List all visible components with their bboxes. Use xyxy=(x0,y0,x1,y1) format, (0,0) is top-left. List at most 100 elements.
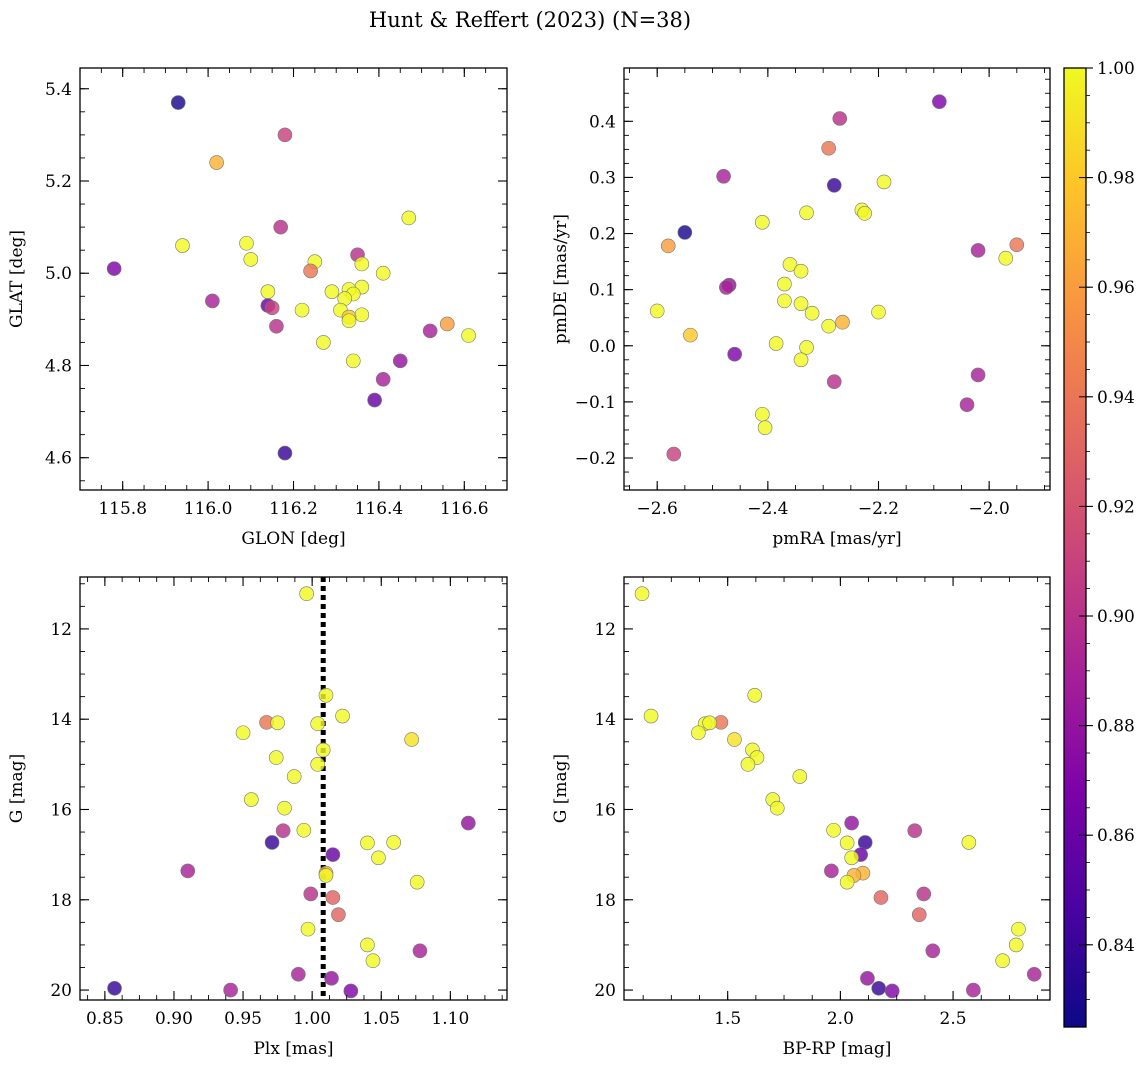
scatter-point xyxy=(318,868,334,883)
scatter-point xyxy=(716,169,731,184)
colorbar-tick-label: 0.92 xyxy=(1097,497,1135,517)
scatter-point xyxy=(439,316,455,332)
panel-bprp-g: 1.5 2.0 2.5 12 14 16 18 20 BP-RP [mag] G [mag] xyxy=(551,576,1051,1059)
scatter-point xyxy=(966,982,981,998)
scatter-point xyxy=(243,252,259,267)
scatter-point xyxy=(175,238,190,253)
scatter-point xyxy=(702,715,717,731)
scatter-point xyxy=(727,732,742,747)
scatter-point xyxy=(821,140,837,156)
scatter-point xyxy=(392,353,408,369)
scatter-point xyxy=(755,406,770,422)
scatter-point xyxy=(832,111,848,126)
scatter-point xyxy=(970,367,986,383)
scatter-point xyxy=(1008,937,1024,953)
scatter-point xyxy=(821,318,837,334)
scatter-point xyxy=(277,800,292,816)
scatter-point xyxy=(404,732,419,747)
scatter-point xyxy=(315,742,331,758)
colorbar-tick-label: 0.98 xyxy=(1097,169,1135,189)
x-tick-label: 116.0 xyxy=(184,499,233,519)
scatter-point xyxy=(170,95,186,110)
y-tick-label: 12 xyxy=(50,620,72,640)
scatter-point xyxy=(296,822,312,838)
scatter-point xyxy=(277,445,293,461)
scatter-point xyxy=(461,328,476,343)
scatter-point xyxy=(264,835,280,850)
colorbar-tick-label: 0.96 xyxy=(1097,278,1135,298)
colorbar: 0.84 0.86 0.88 0.90 0.92 0.94 0.96 0.98 1.00 xyxy=(1063,59,1135,1028)
scatter-point xyxy=(907,823,923,839)
scatter-point xyxy=(235,725,251,741)
scatter-point xyxy=(324,284,340,299)
axes-frame xyxy=(623,67,1051,491)
scatter-point xyxy=(273,219,288,235)
scatter-point xyxy=(740,757,756,772)
y-tick-label: 14 xyxy=(594,710,616,730)
x-tick-label: 0.95 xyxy=(224,1009,262,1029)
colorbar-tick-label: 0.88 xyxy=(1097,717,1135,737)
x-axis-label: pmRA [mas/yr] xyxy=(772,529,901,549)
axes-frame xyxy=(623,576,1051,1001)
scatter-point xyxy=(768,336,784,351)
scatter-point xyxy=(412,943,428,959)
scatter-point xyxy=(343,983,359,999)
scatter-point xyxy=(239,235,254,251)
scatter-point xyxy=(793,296,809,311)
scatter-point xyxy=(401,210,417,226)
scatter-point xyxy=(691,725,706,741)
y-tick-label: 0.3 xyxy=(589,168,616,188)
scatter-point xyxy=(269,318,284,334)
scatter-point xyxy=(995,953,1010,969)
scatter-point xyxy=(277,127,293,143)
scatter-point xyxy=(884,983,900,999)
y-tick-label: 0.0 xyxy=(589,337,616,357)
scatter-point xyxy=(303,263,318,279)
x-tick-label: 0.90 xyxy=(155,1009,193,1029)
scatter-point xyxy=(793,352,809,368)
y-axis-label: G [mag] xyxy=(551,754,571,823)
scatter-point xyxy=(294,302,310,318)
scatter-point xyxy=(826,177,842,193)
scatter-point xyxy=(677,225,693,240)
scatter-point xyxy=(925,943,941,959)
scatter-point xyxy=(1011,921,1026,937)
colorbar-tick-label: 0.90 xyxy=(1097,607,1135,627)
scatter-point xyxy=(275,823,291,839)
scatter-point xyxy=(727,346,742,362)
scatter-point xyxy=(223,982,238,998)
x-tick-label: 115.8 xyxy=(98,499,147,519)
scatter-points xyxy=(649,94,1025,462)
scatter-point xyxy=(365,953,381,969)
scatter-point xyxy=(299,586,314,602)
scatter-point xyxy=(106,261,122,276)
scatter-point xyxy=(660,238,676,254)
scatter-point xyxy=(303,886,319,902)
scatter-point xyxy=(180,863,196,879)
colorbar-tick-label: 0.84 xyxy=(1097,936,1135,956)
scatter-point xyxy=(826,822,841,838)
scatter-point xyxy=(860,971,875,986)
x-tick-label: −2.0 xyxy=(969,499,1010,519)
scatter-point xyxy=(799,205,814,221)
scatter-point xyxy=(354,256,370,272)
scatter-point xyxy=(824,863,839,879)
scatter-point xyxy=(386,835,401,850)
y-tick-label: 4.8 xyxy=(45,356,72,376)
x-tick-label: 116.2 xyxy=(269,499,318,519)
scatter-point xyxy=(325,890,341,905)
y-tick-label: 20 xyxy=(594,981,616,1001)
scatter-point xyxy=(871,304,886,320)
y-tick-label: 5.2 xyxy=(45,172,72,192)
scatter-point xyxy=(209,155,224,170)
scatter-point xyxy=(747,687,763,703)
scatter-point xyxy=(769,800,785,816)
scatter-point xyxy=(998,250,1014,266)
panel-glon-glat: 115.8 116.0 116.2 116.4 116.6 4.6 4.8 5.0 5.2 5.4… xyxy=(7,67,508,549)
x-tick-label: 1.10 xyxy=(431,1009,469,1029)
y-tick-label: 12 xyxy=(594,620,616,640)
y-tick-label: −0.1 xyxy=(575,393,616,413)
y-tick-label: −0.2 xyxy=(575,449,616,469)
scatter-point xyxy=(959,397,975,413)
x-tick-label: 2.0 xyxy=(827,1009,854,1029)
